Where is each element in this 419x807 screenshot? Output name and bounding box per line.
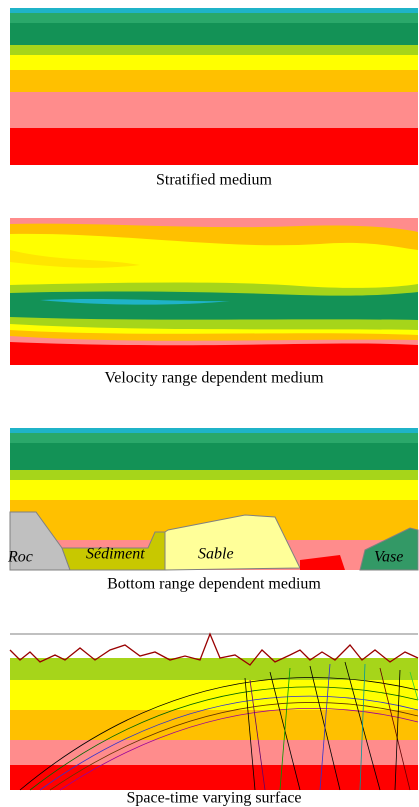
figure: Stratified medium Velocity range depende… xyxy=(0,0,419,807)
velocity-panel xyxy=(10,218,418,365)
region-label: Vase xyxy=(374,549,403,566)
caption: Bottom range dependent medium xyxy=(107,576,321,593)
caption: Space-time varying surface xyxy=(126,790,301,807)
stratified-panel xyxy=(10,8,418,165)
region-label: Roc xyxy=(7,549,33,566)
caption: Velocity range dependent medium xyxy=(104,370,324,387)
bottom-panel: Roc Sédiment Sable Vase xyxy=(7,428,418,570)
region-label: Sable xyxy=(198,546,234,563)
surface-panel xyxy=(10,634,418,790)
region-label: Sédiment xyxy=(86,546,145,563)
caption: Stratified medium xyxy=(156,172,273,189)
